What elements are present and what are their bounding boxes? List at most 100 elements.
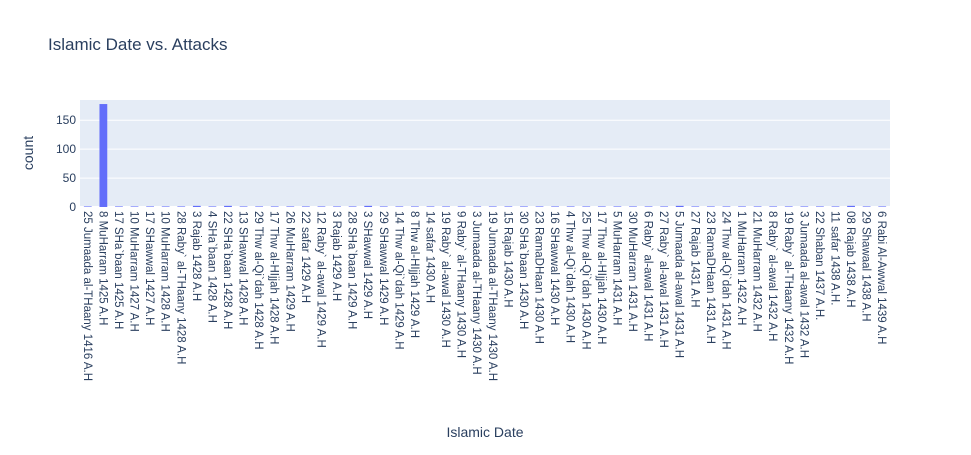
x-tick-label: 22 SHa`baan 1428 A.H [221,211,233,329]
plot-area [80,100,890,207]
bar[interactable] [862,206,871,207]
bar[interactable] [738,206,746,207]
bar[interactable] [831,206,840,207]
bar[interactable] [224,205,232,207]
x-tick-label: 12 Raby` al-awal 1429 A.H [314,211,326,348]
x-tick-label: 3 Jumaada al-THaany 1430 A.H [470,211,482,375]
bar[interactable] [146,206,154,207]
bar[interactable] [706,206,715,207]
x-tick-label: 6 Rabi Al-Awwal 1439 A.H [875,211,887,344]
bar[interactable] [769,206,778,207]
bar[interactable] [722,206,731,207]
x-tick-label: 14 safar 1430 A.H [423,211,435,303]
y-tick-label: 50 [63,171,77,185]
bar[interactable] [800,206,809,207]
bar[interactable] [333,206,341,207]
x-tick-label: 26 MuHarram 1429 A.H [283,211,295,332]
x-tick-label: 4 Thw al-Qi`dah 1430 A.H [564,211,576,343]
x-tick-label: 19 Raby` al-awal 1430 A.H [439,211,451,348]
bar[interactable] [629,206,637,207]
bar[interactable] [660,206,669,207]
x-tick-label: 29 Thw al-Qi`dah 1428 A.H [252,211,264,350]
bar[interactable] [115,206,123,207]
x-tick-label: 17 SHa`baan 1425 A.H [112,211,124,329]
x-tick-label: 22 safar 1429 A.H [299,211,311,303]
x-tick-label: 17 Thw al-HIjjah 1430 A.H [595,211,607,344]
bar[interactable] [613,206,622,207]
bar[interactable] [239,206,248,207]
bar[interactable] [784,206,793,207]
x-tick-label: 3 Rajab 1429 A.H [330,211,342,301]
bar[interactable] [753,206,762,207]
bar[interactable] [317,206,326,207]
y-tick-label: 100 [56,142,76,156]
bar[interactable] [535,206,544,207]
bar[interactable] [566,206,575,207]
bar[interactable] [847,205,855,207]
bar[interactable] [457,206,466,207]
bar[interactable] [379,206,388,207]
bar[interactable] [473,206,482,207]
bar[interactable] [99,104,108,207]
x-tick-label: 5 MuHarram 1431 A.H [610,211,622,325]
x-tick-label: 14 Thw al-Qi`dah 1429 A.H [392,211,404,350]
y-tick-label: 150 [56,113,76,127]
x-tick-label: 27 Raby` al-awal 1431 A.H [657,211,669,348]
bar[interactable] [364,205,373,207]
bar[interactable] [426,206,435,207]
x-tick-label: 8 MuHarram 1425 A.H [96,211,108,325]
x-tick-label: 08 Rajab 1438 A.H [844,211,856,308]
bar[interactable] [83,206,92,207]
bar[interactable] [208,206,217,207]
x-tick-label: 28 Raby` al-THaany 1428 A.H [174,211,186,364]
x-tick-label: 9 Raby` al-THaany 1430 A.H [455,211,467,358]
bar[interactable] [348,206,357,207]
bar[interactable] [644,206,653,207]
x-tick-label: 27 Rajab 1431 A.H [688,211,700,308]
y-axis-title: count [20,136,36,170]
x-tick-label: 5 Jumaada al-awal 1431 A.H [673,211,685,358]
bar[interactable] [192,205,201,207]
x-tick-label: 8 Thw al-HIjjah 1429 A.H [408,211,420,338]
bar[interactable] [582,206,591,207]
bar[interactable] [286,206,295,207]
x-tick-label: 17 SHawwal 1427 A.H [143,211,155,325]
bar[interactable] [270,206,279,207]
y-axis-ticks: 0 50 100 150 [56,113,76,214]
x-tick-label: 11 safar 1438 A.H. [828,211,840,305]
bar[interactable] [691,206,700,207]
bar[interactable] [411,206,419,207]
bar[interactable] [816,206,824,207]
bar[interactable] [395,206,404,207]
bar[interactable] [597,206,606,207]
bar[interactable] [442,206,450,207]
x-tick-label: 3 Jumaada al-awal 1432 A.H [797,211,809,358]
x-tick-label: 29 Shawaal 1438 A.H [860,211,872,322]
x-tick-label: 15 Rajab 1430 A.H [501,211,513,308]
x-tick-label: 21 MuHarram 1432 A.H [751,211,763,332]
bar[interactable] [488,206,497,207]
x-tick-label: 30 MuHarram 1431 A.H [626,211,638,332]
bar[interactable] [177,206,186,207]
bar[interactable] [504,206,513,207]
bar[interactable] [130,206,139,207]
bar[interactable] [301,206,310,207]
bar[interactable] [520,206,528,207]
x-tick-label: 10 MuHarram 1427 A.H [128,211,140,332]
bar[interactable] [551,206,559,207]
x-tick-label: 16 SHawwal 1430 A.H [548,211,560,325]
bar[interactable] [675,205,684,207]
x-tick-label: 23 RamaDHaan 1430 A.H [533,211,545,344]
x-tick-label: 19 Raby` al-THaany 1432 A.H [782,211,794,364]
x-axis-ticks: 25 Jumaada al-THaany 1416 A.H 8 MuHarram … [81,211,887,381]
x-tick-label: 19 Jumaada al-THaany 1430 A.H [486,211,498,381]
bar[interactable] [161,206,170,207]
y-tick-label: 0 [69,200,76,214]
x-tick-label: 17 Thw al-HIjjah 1428 A.H [268,211,280,344]
bar[interactable] [878,206,887,207]
x-tick-label: 6 Raby` al-awal 1431 A.H [642,211,654,341]
bar[interactable] [255,206,264,207]
x-tick-label: 3 Rajab 1428 A.H [190,211,202,301]
